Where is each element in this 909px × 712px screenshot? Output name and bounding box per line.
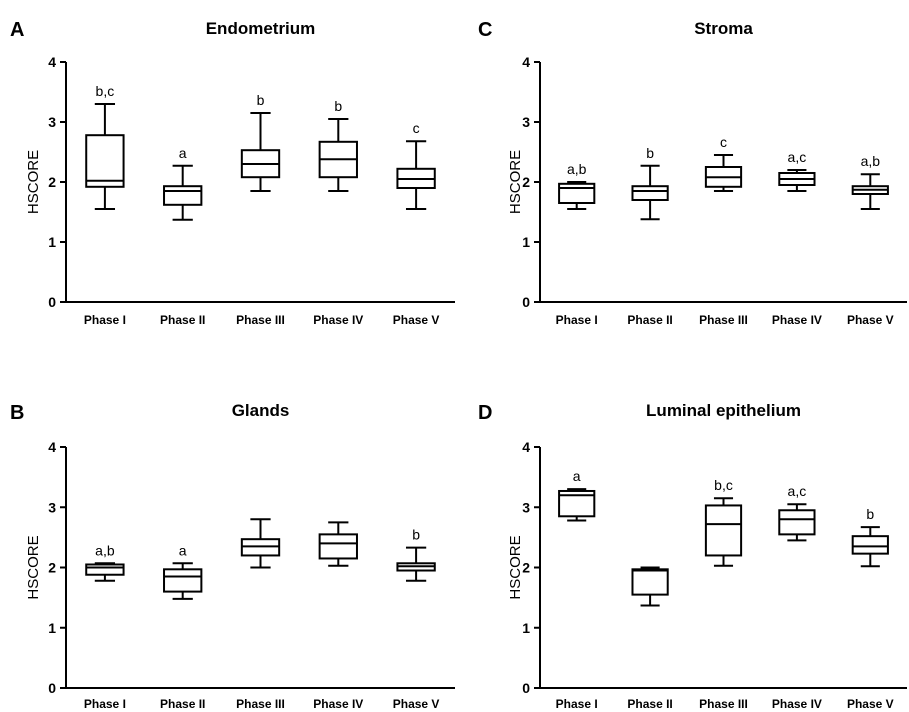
y-tick-label: 0: [522, 294, 530, 310]
chart-panel-d: D Luminal epithelium HSCORE 0 1 2 3 4 Phase I a Ph…: [478, 401, 907, 711]
chart-title: Luminal epithelium: [646, 401, 801, 420]
significance-label: b: [257, 92, 265, 108]
box-iqr: [704, 504, 743, 557]
y-tick-label: 1: [48, 620, 56, 636]
y-tick-label: 1: [522, 620, 530, 636]
box-iqr: [163, 568, 203, 593]
x-tick-label: Phase III: [236, 697, 285, 711]
chart-panel-c: C Stroma HSCORE 0 1 2 3 4 Phase I a,b Phase II b Pha…: [478, 19, 907, 327]
box-iqr: [85, 134, 125, 188]
x-tick-label: Phase II: [627, 697, 672, 711]
y-axis-label: HSCORE: [25, 535, 42, 599]
chart-title: Stroma: [694, 19, 753, 38]
y-tick-label: 2: [48, 174, 56, 190]
x-tick-label: Phase IV: [772, 313, 822, 327]
y-axis-label: HSCORE: [25, 150, 42, 214]
box-iqr: [778, 509, 816, 536]
significance-label: a,c: [788, 149, 807, 165]
box-iqr: [631, 568, 669, 596]
y-axis-label: HSCORE: [507, 150, 524, 214]
significance-label: a,b: [95, 542, 115, 558]
x-tick-label: Phase V: [847, 313, 894, 327]
x-tick-label: Phase V: [393, 697, 440, 711]
x-tick-label: Phase III: [699, 313, 748, 327]
box-iqr: [558, 182, 596, 205]
panel-letter: B: [10, 402, 24, 424]
panel-letter: C: [478, 19, 492, 41]
y-tick-label: 3: [522, 114, 530, 130]
box-iqr: [631, 185, 669, 201]
significance-label: b,c: [714, 477, 733, 493]
y-tick-label: 1: [522, 234, 530, 250]
x-tick-label: Phase II: [160, 697, 205, 711]
x-tick-label: Phase IV: [313, 313, 363, 327]
significance-label: b: [866, 506, 874, 522]
significance-label: a: [573, 468, 581, 484]
significance-label: b: [334, 98, 342, 114]
chart-panel-a: A Endometrium HSCORE 0 1 2 3 4 Phase I b,c Phase I…: [10, 19, 455, 327]
y-tick-label: 0: [48, 680, 56, 696]
significance-label: a,c: [788, 483, 807, 499]
significance-label: b: [412, 527, 420, 543]
x-tick-label: Phase IV: [313, 697, 363, 711]
x-tick-label: Phase II: [160, 313, 205, 327]
chart-title: Glands: [232, 401, 290, 420]
y-tick-label: 3: [48, 114, 56, 130]
x-tick-label: Phase V: [847, 697, 894, 711]
x-tick-label: Phase I: [84, 313, 126, 327]
box-iqr: [85, 563, 125, 576]
y-tick-label: 4: [522, 54, 530, 70]
y-tick-label: 4: [48, 54, 56, 70]
x-tick-label: Phase III: [699, 697, 748, 711]
box-iqr: [318, 533, 358, 560]
y-tick-label: 2: [522, 174, 530, 190]
box-iqr: [163, 185, 203, 206]
x-tick-label: Phase I: [556, 697, 598, 711]
significance-label: b,c: [96, 83, 115, 99]
significance-label: c: [720, 134, 727, 150]
panel-letter: D: [478, 402, 492, 424]
significance-label: a,b: [861, 153, 881, 169]
chart-title: Endometrium: [206, 19, 316, 38]
y-tick-label: 0: [48, 294, 56, 310]
y-axis-label: HSCORE: [507, 535, 524, 599]
y-tick-label: 2: [522, 560, 530, 576]
y-tick-label: 2: [48, 560, 56, 576]
y-tick-label: 0: [522, 680, 530, 696]
y-tick-label: 4: [48, 439, 56, 455]
significance-label: a,b: [567, 161, 587, 177]
x-tick-label: Phase IV: [772, 697, 822, 711]
significance-label: a: [179, 542, 187, 558]
panel-letter: A: [10, 19, 24, 41]
significance-label: b: [646, 145, 654, 161]
x-tick-label: Phase I: [556, 313, 598, 327]
y-tick-label: 4: [522, 439, 530, 455]
x-tick-label: Phase III: [236, 313, 285, 327]
significance-label: a: [179, 145, 187, 161]
x-tick-label: Phase V: [393, 313, 440, 327]
y-tick-label: 1: [48, 234, 56, 250]
x-tick-label: Phase II: [627, 313, 672, 327]
y-tick-label: 3: [522, 499, 530, 515]
significance-label: c: [413, 120, 420, 136]
box-iqr: [851, 535, 889, 555]
x-tick-label: Phase I: [84, 697, 126, 711]
y-tick-label: 3: [48, 499, 56, 515]
chart-panel-b: B Glands HSCORE 0 1 2 3 4 Phase I a,b Phase II a Pha…: [10, 401, 455, 711]
